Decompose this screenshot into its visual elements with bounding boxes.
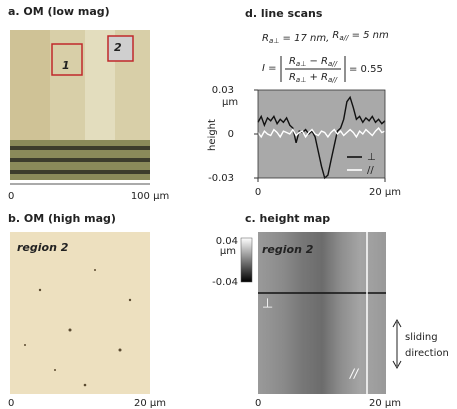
arrow-label: direction [405,348,449,359]
y-tick-label: 0 [228,129,234,140]
x-tick-label: 20 μm [369,187,401,198]
formula-rhs: = 0.55 [349,64,383,75]
subscript: a// [328,60,338,68]
text-part: R [289,72,296,83]
y-axis-label: height [207,119,218,151]
y-unit: μm [222,97,238,108]
text-part: = 17 nm, [279,33,332,44]
axis-label: 0 [255,398,261,409]
region-label: region 2 [262,243,314,256]
micrograph-high-mag [10,232,150,394]
subscript: a⊥ [296,60,306,68]
region-label: 1 [62,59,70,72]
colorbar [241,238,252,282]
y-tick-label: -0.03 [208,173,234,184]
legend-label: ⊥ [367,152,376,163]
axis-label: 0 [8,398,14,409]
arrow-label: sliding [405,332,438,343]
panel-title: d. line scans [245,7,323,20]
numerator: Ra⊥ − Ra// [289,56,338,68]
subscript: a⊥ [296,76,306,84]
text-part: R [262,33,269,44]
axis-label: 0 [8,191,14,202]
text-part: R [332,30,339,41]
text-part: = 5 nm [348,30,389,41]
text-part: − R [306,56,328,67]
panel-title: a. OM (low mag) [8,5,110,18]
figure: a. OM (low mag) 1 2 0 100 μm b. OM (high… [0,0,457,409]
axis-label: 100 μm [131,191,169,202]
text-part: + R [306,72,328,83]
axis-label: 20 μm [134,398,166,409]
legend-label: // [367,165,374,176]
scan-label: ⊥ [262,297,273,312]
panel-title: b. OM (high mag) [8,212,116,225]
region-label: 2 [114,41,122,54]
denominator: Ra⊥ + Ra// [289,72,338,84]
sliding-arrow [393,320,401,368]
panel-title: c. height map [245,212,330,225]
subscript: a// [328,76,338,84]
y-tick-label: 0.03 [212,85,234,96]
formula-lhs: I = [262,63,277,74]
region-label: region 2 [17,241,69,254]
axis-label: 20 μm [369,398,401,409]
height-map [258,232,386,394]
text-part: R [289,56,296,67]
colorbar-unit: μm [220,246,236,257]
roughness: Ra⊥ = 17 nm, Ra// = 5 nm [262,30,389,45]
micrograph-low-mag [10,30,150,180]
subscript: a⊥ [269,37,279,45]
x-tick-label: 0 [255,187,261,198]
colorbar-label: -0.04 [212,277,238,288]
